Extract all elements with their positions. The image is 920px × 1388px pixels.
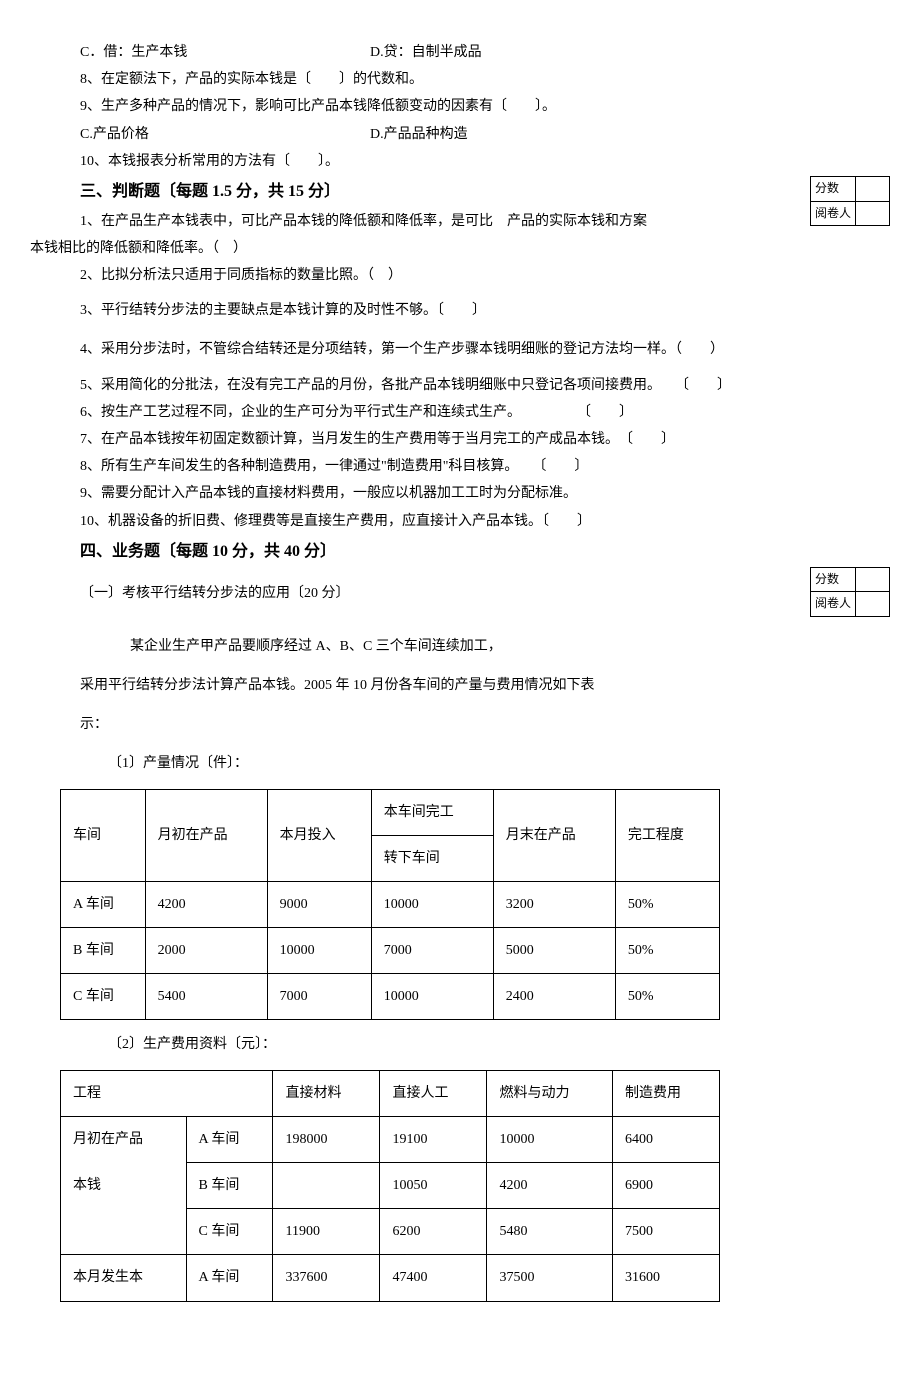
biz-q1: 〔一〕考核平行结转分步法的应用〔20 分〕	[30, 581, 890, 606]
t1-h4: 月末在产品	[493, 789, 615, 881]
t1-row-c: C 车间 5400 7000 10000 2400 50%	[61, 974, 720, 1020]
t1-header-row: 车间 月初在产品 本月投入 本车间完工 月末在产品 完工程度	[61, 789, 720, 835]
judge-1a: 1、在产品生产本钱表中，可比产品本钱的降低额和降低率，是可比 产品的实际本钱和方…	[30, 209, 890, 234]
t1-h1: 月初在产品	[145, 789, 267, 881]
q7-option-c: C．借：生产本钱	[80, 40, 370, 65]
t2-row-a: 月初在产品 A 车间 198000 19100 10000 6400	[61, 1116, 720, 1162]
judge-4: 4、采用分步法时，不管综合结转还是分项结转，第一个生产步骤本钱明细账的登记方法均…	[30, 337, 890, 362]
q8: 8、在定额法下，产品的实际本钱是〔 〕的代数和。	[30, 67, 890, 92]
judge-9: 9、需要分配计入产品本钱的直接材料费用，一般应以机器加工工时为分配标准。	[30, 481, 890, 506]
table-1: 车间 月初在产品 本月投入 本车间完工 月末在产品 完工程度 转下车间 A 车间…	[60, 789, 720, 1021]
t2-h3: 燃料与动力	[487, 1070, 613, 1116]
t1-row-b: B 车间 2000 10000 7000 5000 50%	[61, 928, 720, 974]
scorebox-row1: 分数	[810, 176, 855, 201]
q10: 10、本钱报表分析常用的方法有〔 〕。	[30, 149, 890, 174]
judge-7: 7、在产品本钱按年初固定数额计算，当月发生的生产费用等于当月完工的产成品本钱。 …	[30, 427, 890, 452]
q7-option-d: D.贷：自制半成品	[370, 40, 482, 65]
t2-group1a: 月初在产品	[61, 1116, 187, 1162]
t1-h0: 车间	[61, 789, 146, 881]
judge-8: 8、所有生产车间发生的各种制造费用，一律通过"制造费用"科目核算。 〔 〕	[30, 454, 890, 479]
score-box-section3: 分数 阅卷人	[810, 176, 890, 226]
section4-title: 四、业务题〔每题 10 分，共 40 分〕	[30, 538, 890, 567]
judge-3: 3、平行结转分步法的主要缺点是本钱计算的及时性不够。〔 〕	[30, 298, 890, 323]
q9-option-d: D.产品品种构造	[370, 122, 468, 147]
t2-caption: 〔2〕生产费用资料〔元〕：	[30, 1032, 890, 1057]
judge-6: 6、按生产工艺过程不同，企业的生产可分为平行式生产和连续式生产。 〔 〕	[30, 400, 890, 425]
section3-title: 三、判断题〔每题 1.5 分，共 15 分〕	[30, 178, 890, 207]
t2-header-row: 工程 直接材料 直接人工 燃料与动力 制造费用	[61, 1070, 720, 1116]
score-box-section4: 分数 阅卷人	[810, 567, 890, 617]
t2-row-c: C 车间 11900 6200 5480 7500	[61, 1209, 720, 1255]
biz-intro2: 采用平行结转分步法计算产品本钱。2005 年 10 月份各车间的产量与费用情况如…	[30, 673, 890, 698]
t1-caption: 〔1〕产量情况〔件〕：	[30, 751, 890, 776]
t2-group1b: 本钱	[61, 1163, 187, 1209]
q7-options-row: C．借：生产本钱 D.贷：自制半成品	[30, 40, 890, 65]
judge-5: 5、采用简化的分批法，在没有完工产品的月份，各批产品本钱明细账中只登记各项间接费…	[30, 373, 890, 398]
table-2: 工程 直接材料 直接人工 燃料与动力 制造费用 月初在产品 A 车间 19800…	[60, 1070, 720, 1302]
t1-h2: 本月投入	[267, 789, 371, 881]
scorebox4-row2: 阅卷人	[810, 592, 855, 617]
biz-intro1: 某企业生产甲产品要顺序经过 A、B、C 三个车间连续加工，	[30, 634, 890, 659]
judge-10: 10、机器设备的折旧费、修理费等是直接生产费用，应直接计入产品本钱。〔 〕	[30, 509, 890, 534]
t1-h3: 本车间完工	[371, 789, 493, 835]
t2-group2: 本月发生本	[61, 1255, 187, 1301]
q9-option-c: C.产品价格	[80, 122, 370, 147]
biz-intro3: 示：	[30, 712, 890, 737]
scorebox-row2: 阅卷人	[810, 201, 855, 226]
t2-h4: 制造费用	[612, 1070, 719, 1116]
t1-row-a: A 车间 4200 9000 10000 3200 50%	[61, 881, 720, 927]
q9-options-row: C.产品价格 D.产品品种构造	[30, 122, 890, 147]
t2-h1: 直接材料	[273, 1070, 380, 1116]
t1-h3-sub: 转下车间	[371, 835, 493, 881]
t2-row-b: 本钱 B 车间 10050 4200 6900	[61, 1163, 720, 1209]
scorebox4-row1: 分数	[810, 567, 855, 592]
t2-h2: 直接人工	[380, 1070, 487, 1116]
t2-h0: 工程	[61, 1070, 273, 1116]
judge-1b: 本钱相比的降低额和降低率。（ ）	[30, 236, 890, 261]
q9: 9、生产多种产品的情况下，影响可比产品本钱降低额变动的因素有〔 〕。	[30, 94, 890, 119]
t2-row-d: 本月发生本 A 车间 337600 47400 37500 31600	[61, 1255, 720, 1301]
t1-h5: 完工程度	[615, 789, 719, 881]
judge-2: 2、比拟分析法只适用于同质指标的数量比照。（ ）	[30, 263, 890, 288]
